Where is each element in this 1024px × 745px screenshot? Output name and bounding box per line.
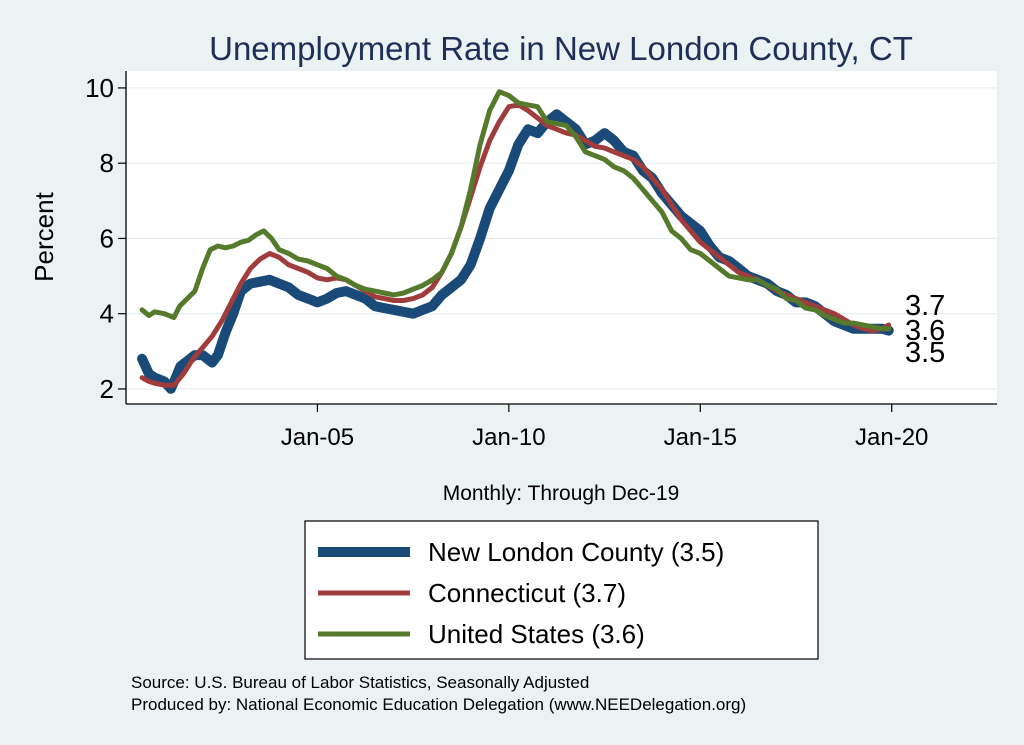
y-axis-label: Percent [29, 191, 59, 281]
end-label-new-london-county: 3.5 [905, 337, 945, 369]
legend: New London County (3.5) Connecticut (3.7)… [318, 537, 724, 649]
source-note: Source: U.S. Bureau of Labor Statistics,… [131, 673, 589, 692]
y-tick-label-10: 10 [85, 73, 114, 103]
x-tick-label-Jan-15: Jan-15 [664, 424, 737, 451]
end-label-united-states: 3.6 [905, 315, 945, 347]
legend-label-united-states: United States (3.6) [428, 619, 645, 649]
x-tick-label-Jan-05: Jan-05 [281, 424, 354, 451]
produced-by-note: Produced by: National Economic Education… [131, 695, 746, 714]
x-tick-label-Jan-20: Jan-20 [855, 424, 928, 451]
y-tick-label-2: 2 [100, 374, 114, 404]
series-layer [137, 89, 894, 394]
x-tick-label-Jan-10: Jan-10 [472, 424, 545, 451]
y-ticks: 2 4 6 8 10 [85, 73, 126, 404]
y-tick-label-6: 6 [100, 223, 114, 253]
legend-label-connecticut: Connecticut (3.7) [428, 578, 626, 608]
end-labels: 3.5 3.73.6 [905, 290, 945, 369]
x-axis-label: Monthly: Through Dec-19 [443, 482, 680, 505]
legend-label-new-london-county: New London County (3.5) [428, 537, 724, 567]
series-line-united-states [139, 89, 892, 332]
chart-title: Unemployment Rate in New London County, … [209, 30, 913, 67]
end-label-connecticut: 3.7 [905, 290, 945, 322]
y-tick-label-4: 4 [100, 299, 114, 329]
y-tick-label-8: 8 [100, 148, 114, 178]
x-ticks: Jan-05 Jan-10 Jan-15 Jan-20 [281, 404, 928, 451]
